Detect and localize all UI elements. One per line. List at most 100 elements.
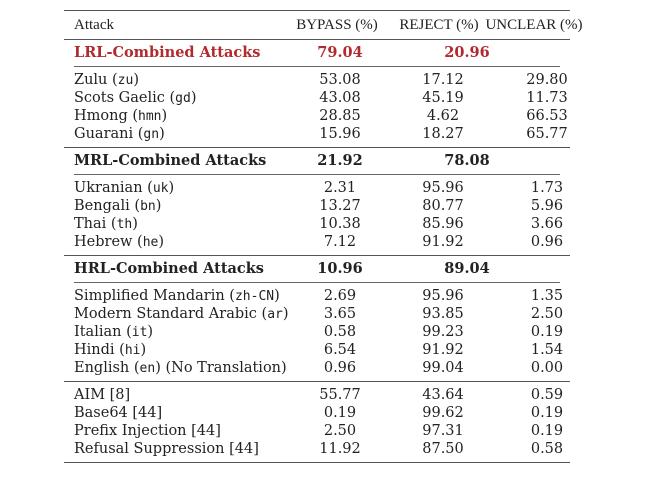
group-label: MRL-Combined Attacks [74, 152, 267, 169]
section-rule [64, 39, 570, 40]
reject-value: 99.04 [422, 360, 464, 376]
bypass-value: 7.12 [323, 234, 357, 250]
unclear-value: 66.53 [526, 108, 568, 124]
attack-name: Zulu (zu) [74, 72, 139, 88]
group-row: MRL-Combined Attacks 21.92 78.08 [64, 148, 570, 174]
group-reject-unclear: 20.96 [444, 44, 490, 61]
bypass-value: 15.96 [319, 126, 361, 142]
bypass-value: 43.08 [319, 90, 361, 106]
header-bypass: BYPASS (%) [296, 17, 378, 33]
unclear-value: 3.66 [530, 216, 564, 232]
attack-name: Thai (th) [74, 216, 138, 232]
unclear-value: 29.80 [526, 72, 568, 88]
group-label: HRL-Combined Attacks [74, 260, 264, 277]
group-row: HRL-Combined Attacks 10.96 89.04 [64, 256, 570, 282]
header-row: Attack BYPASS (%) REJECT (%) UNCLEAR (%) [64, 11, 583, 39]
bypass-value: 0.96 [323, 360, 357, 376]
results-table: Attack BYPASS (%) REJECT (%) UNCLEAR (%)… [64, 10, 583, 463]
group-label: LRL-Combined Attacks [74, 44, 261, 61]
header-unclear: UNCLEAR (%) [485, 17, 583, 33]
attack-name: Hebrew (he) [74, 234, 165, 250]
language-code: bn [140, 199, 156, 214]
group-reject-unclear: 78.08 [444, 152, 490, 169]
top-rule [64, 10, 570, 11]
language-name: Hindi [74, 342, 115, 358]
bypass-value: 55.77 [319, 387, 361, 403]
table-row: Italian (it) 0.58 99.23 0.19 [64, 323, 570, 341]
reject-value: 4.62 [426, 108, 460, 124]
bypass-value: 0.58 [323, 324, 357, 340]
reject-value: 87.50 [422, 441, 464, 457]
group-bypass: 10.96 [317, 260, 363, 277]
unclear-value: 2.50 [530, 306, 564, 322]
attack-name: English (en) (No Translation) [74, 360, 287, 376]
attack-name: Scots Gaelic (gd) [74, 90, 197, 106]
language-name: Scots Gaelic [74, 90, 165, 106]
attack-name: Guarani (gn) [74, 126, 165, 142]
group-bypass: 21.92 [317, 152, 363, 169]
language-code: hi [124, 343, 141, 358]
language-name: AIM [8] [74, 387, 131, 403]
attack-name: Hindi (hi) [74, 342, 147, 358]
group-reject-unclear: 89.04 [444, 260, 490, 277]
table-body: LRL-Combined Attacks 79.04 20.96 Zulu (zu) 5… [64, 39, 570, 463]
table-row: Scots Gaelic (gd) 43.08 45.19 11.73 [64, 89, 570, 107]
unclear-value: 1.35 [530, 288, 564, 304]
language-name: Bengali [74, 198, 130, 214]
reject-value: 99.62 [422, 405, 464, 421]
group-rule [74, 66, 560, 67]
table-row: Guarani (gn) 15.96 18.27 65.77 [64, 125, 570, 143]
unclear-value: 1.54 [530, 342, 564, 358]
unclear-value: 0.19 [530, 423, 564, 439]
language-name: Guarani [74, 126, 134, 142]
unclear-value: 65.77 [526, 126, 568, 142]
unclear-value: 0.19 [530, 324, 564, 340]
bypass-value: 3.65 [323, 306, 357, 322]
unclear-value: 0.96 [530, 234, 564, 250]
bypass-value: 2.31 [323, 180, 357, 196]
bypass-value: 11.92 [319, 441, 361, 457]
bypass-value: 10.38 [319, 216, 361, 232]
attack-name: AIM [8] [74, 386, 130, 404]
language-name: Modern Standard Arabic [74, 306, 257, 322]
reject-value: 91.92 [422, 342, 464, 358]
language-name: Simplified Mandarin [74, 288, 225, 304]
language-name: Base64 [44] [74, 405, 163, 421]
group-bypass: 79.04 [317, 44, 363, 61]
bypass-value: 2.50 [323, 423, 357, 439]
bypass-value: 2.69 [323, 288, 357, 304]
language-code: he [142, 235, 159, 250]
table-row: Simplified Mandarin (zh-CN) 2.69 95.96 1.35 [64, 287, 570, 305]
attack-name: Bengali (bn) [74, 198, 162, 214]
bottom-rule [64, 462, 570, 463]
language-code: ar [267, 307, 283, 322]
language-code: zh-CN [234, 289, 275, 304]
language-code: it [131, 325, 148, 340]
unclear-value: 0.59 [530, 387, 564, 403]
language-name: Prefix Injection [44] [74, 423, 221, 439]
table-row: Hebrew (he) 7.12 91.92 0.96 [64, 233, 570, 251]
bypass-value: 53.08 [319, 72, 361, 88]
bypass-value: 6.54 [323, 342, 357, 358]
attack-name: Modern Standard Arabic (ar) [74, 306, 289, 322]
reject-value: 91.92 [422, 234, 464, 250]
language-name: English [74, 360, 130, 376]
reject-value: 97.31 [422, 423, 464, 439]
table-row: Bengali (bn) 13.27 80.77 5.96 [64, 197, 570, 215]
table-row: Base64 [44] 0.19 99.62 0.19 [64, 404, 570, 422]
table-row: Prefix Injection [44] 2.50 97.31 0.19 [64, 422, 570, 440]
section-rule [64, 381, 570, 382]
language-code: uk [152, 181, 169, 196]
attack-name: Ukranian (uk) [74, 180, 175, 196]
language-code: gd [175, 91, 191, 106]
reject-value: 18.27 [422, 126, 464, 142]
section-rule [64, 147, 570, 148]
table-row: Ukranian (uk) 2.31 95.96 1.73 [64, 179, 570, 197]
header-attack: Attack [74, 17, 114, 33]
table-row: English (en) (No Translation) 0.96 99.04 0.… [64, 359, 570, 377]
unclear-value: 0.58 [530, 441, 564, 457]
language-name: Italian [74, 324, 122, 340]
unclear-value: 0.19 [530, 405, 564, 421]
reject-value: 17.12 [422, 72, 464, 88]
section-rule [64, 255, 570, 256]
